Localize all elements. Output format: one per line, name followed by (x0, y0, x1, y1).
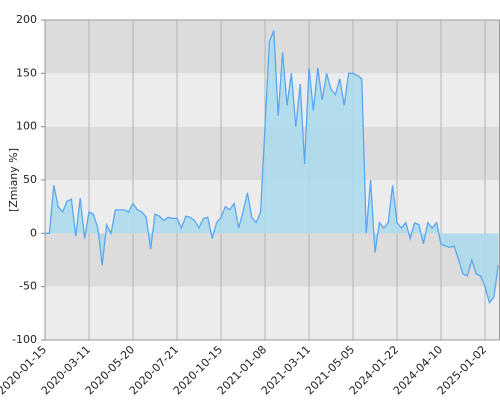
y-tick-label: 0 (30, 226, 37, 239)
y-tick-label: 200 (16, 13, 37, 26)
area (45, 30, 499, 303)
y-tick-label: 150 (16, 66, 37, 79)
y-tick-label: 100 (16, 120, 37, 133)
y-tick-label: 50 (23, 173, 37, 186)
band (45, 233, 500, 287)
y-axis-label: [Zmiany %] (7, 148, 20, 212)
line (45, 30, 499, 305)
y-tick-label: -100 (12, 333, 37, 346)
band (45, 286, 500, 340)
y-tick-label: -50 (19, 280, 37, 293)
